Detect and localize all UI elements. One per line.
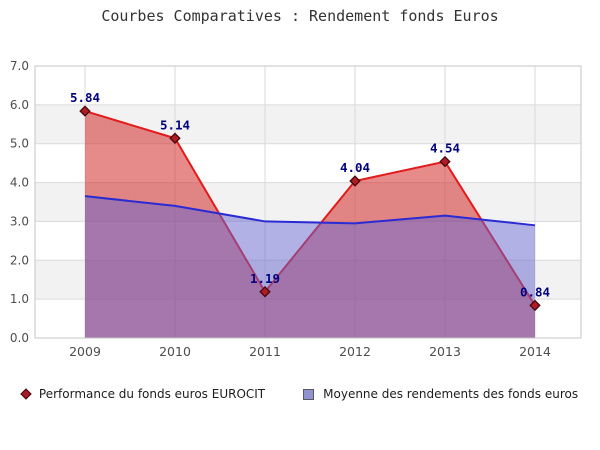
y-axis-tick-label: 5.0	[10, 137, 29, 151]
data-point-label: 5.84	[70, 90, 100, 105]
data-point-marker	[169, 132, 181, 144]
y-axis-tick-label: 3.0	[10, 214, 29, 228]
legend-label-eurocit: Performance du fonds euros EUROCIT	[38, 387, 266, 401]
plot-band	[35, 66, 581, 105]
data-point-label: 4.54	[430, 141, 460, 156]
x-axis-tick-label: 2010	[159, 344, 191, 359]
series-moyenne-area	[85, 196, 535, 338]
chart-title: Courbes Comparatives : Rendement fonds E…	[101, 7, 499, 25]
x-axis-tick-label: 2013	[429, 344, 461, 359]
x-axis-tick-label: 2009	[69, 344, 101, 359]
legend-item-moyenne: Moyenne des rendements des fonds euros	[303, 387, 578, 401]
data-point-marker	[349, 175, 361, 187]
y-axis-tick-label: 4.0	[10, 176, 29, 190]
data-point-marker	[79, 105, 91, 117]
data-point-marker	[259, 286, 271, 298]
data-point-label: 0.84	[520, 284, 550, 299]
y-axis-tick-label: 1.0	[10, 292, 29, 306]
purple-square-icon	[303, 388, 315, 400]
data-point-marker	[529, 299, 541, 312]
x-axis-tick-label: 2011	[249, 344, 281, 359]
x-axis-tick-label: 2012	[339, 344, 371, 359]
legend-label-moyenne: Moyenne des rendements des fonds euros	[323, 387, 579, 401]
data-point-label: 1.19	[250, 271, 280, 286]
data-point-label: 4.04	[340, 160, 370, 175]
data-point-label: 5.14	[160, 117, 190, 132]
series-moyenne-line	[84, 195, 536, 227]
y-axis-tick-label: 2.0	[10, 253, 29, 267]
plot-frame	[34, 65, 582, 339]
y-axis-tick-label: 0.0	[10, 331, 29, 345]
legend-item-eurocit: Performance du fonds euros EUROCIT	[20, 387, 266, 401]
legend: Performance du fonds euros EUROCIT Moyen…	[0, 387, 600, 401]
y-axis-tick-label: 6.0	[10, 98, 29, 112]
y-axis-tick-label: 7.0	[10, 59, 29, 73]
x-axis-tick-label: 2014	[519, 344, 551, 359]
data-point-marker	[439, 155, 451, 168]
red-diamond-icon	[20, 388, 32, 400]
